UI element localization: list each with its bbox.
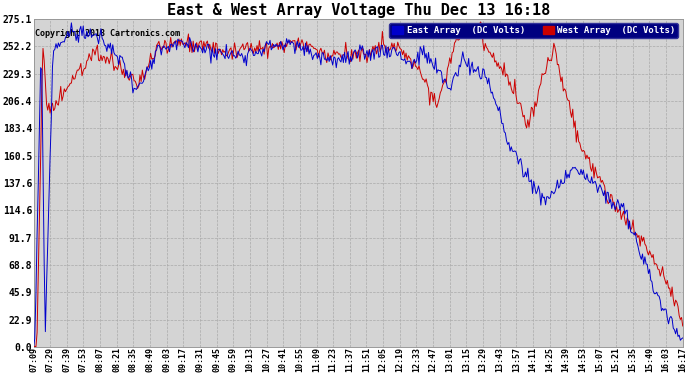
Title: East & West Array Voltage Thu Dec 13 16:18: East & West Array Voltage Thu Dec 13 16:… [166,3,550,18]
Legend: East Array  (DC Volts), West Array  (DC Volts): East Array (DC Volts), West Array (DC Vo… [389,24,678,38]
Text: Copyright 2018 Cartronics.com: Copyright 2018 Cartronics.com [34,29,180,38]
